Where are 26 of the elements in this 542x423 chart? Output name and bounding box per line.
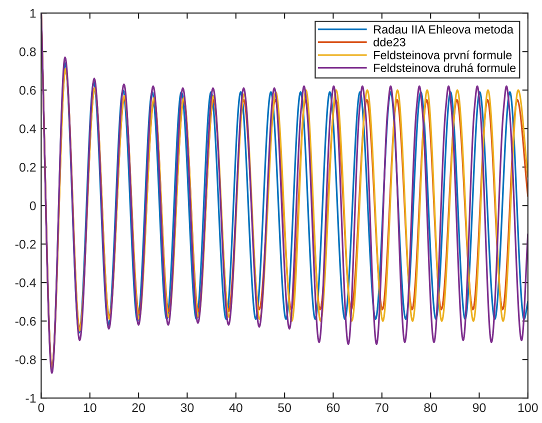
legend-label: dde23 [374,38,406,46]
legend-label: Radau IIA Ehleova metoda [374,24,514,34]
x-tick-label: 30 [180,403,194,412]
y-tick-label: 1 [30,9,36,18]
y-tick-label: -1 [26,394,36,403]
x-tick-label: 60 [326,403,340,412]
y-tick-label: 0.4 [19,124,36,134]
y-tick-label: 0.6 [19,86,36,95]
y-tick-label: -0.6 [15,316,36,326]
x-tick-label: 20 [132,403,145,412]
y-tick-label: 0.8 [19,47,36,56]
x-tick-label: 100 [518,403,538,412]
x-tick-label: 10 [84,403,96,412]
y-tick-label: 0.2 [19,162,36,172]
legend-label: Feldsteinova druhá formule [374,63,516,72]
y-tick-label: -0.8 [15,355,36,364]
y-tick-label: 0 [30,201,36,210]
x-tick-label: 0 [38,403,44,412]
x-tick-label: 90 [472,403,486,412]
x-tick-label: 40 [229,403,242,412]
y-tick-label: -0.4 [15,278,36,288]
x-tick-label: 70 [376,403,388,412]
y-tick-label: -0.2 [15,240,36,249]
x-tick-label: 80 [424,403,438,412]
x-tick-label: 50 [278,403,292,412]
legend-label: Feldsteinova první formule [374,50,512,62]
